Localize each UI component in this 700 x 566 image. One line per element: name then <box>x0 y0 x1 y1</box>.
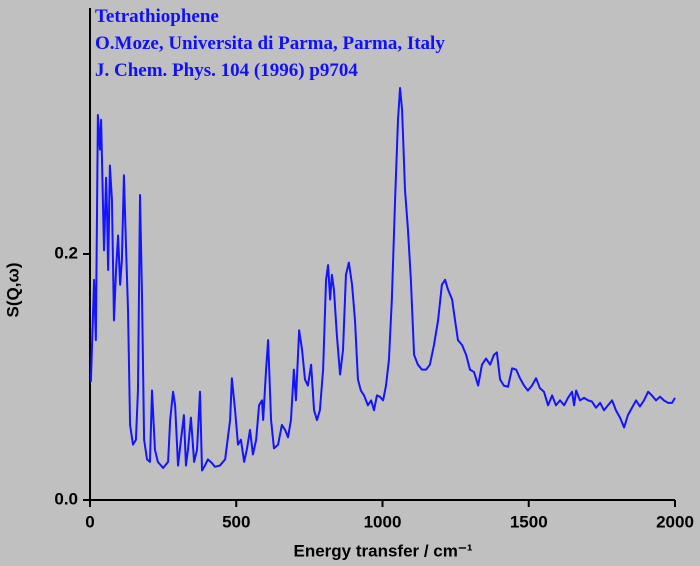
x-tick-label: 1000 <box>364 512 402 531</box>
x-tick-label: 0 <box>85 512 94 531</box>
data-line <box>89 86 676 472</box>
chart-subtitle: O.Moze, Universita di Parma, Parma, Ital… <box>95 33 445 54</box>
x-tick-label: 2000 <box>656 512 694 531</box>
x-axis-label: Energy transfer / cm⁻¹ <box>293 541 472 560</box>
x-tick-label: 500 <box>222 512 250 531</box>
chart-subtitle: J. Chem. Phys. 104 (1996) p9704 <box>95 60 358 81</box>
chart-title: Tetrathiophene <box>95 6 219 27</box>
y-tick-label: 0.2 <box>54 243 78 262</box>
x-tick-label: 1500 <box>510 512 548 531</box>
y-axis-label: S(Q,ω) <box>3 263 22 318</box>
y-tick-label: 0.0 <box>54 489 78 508</box>
